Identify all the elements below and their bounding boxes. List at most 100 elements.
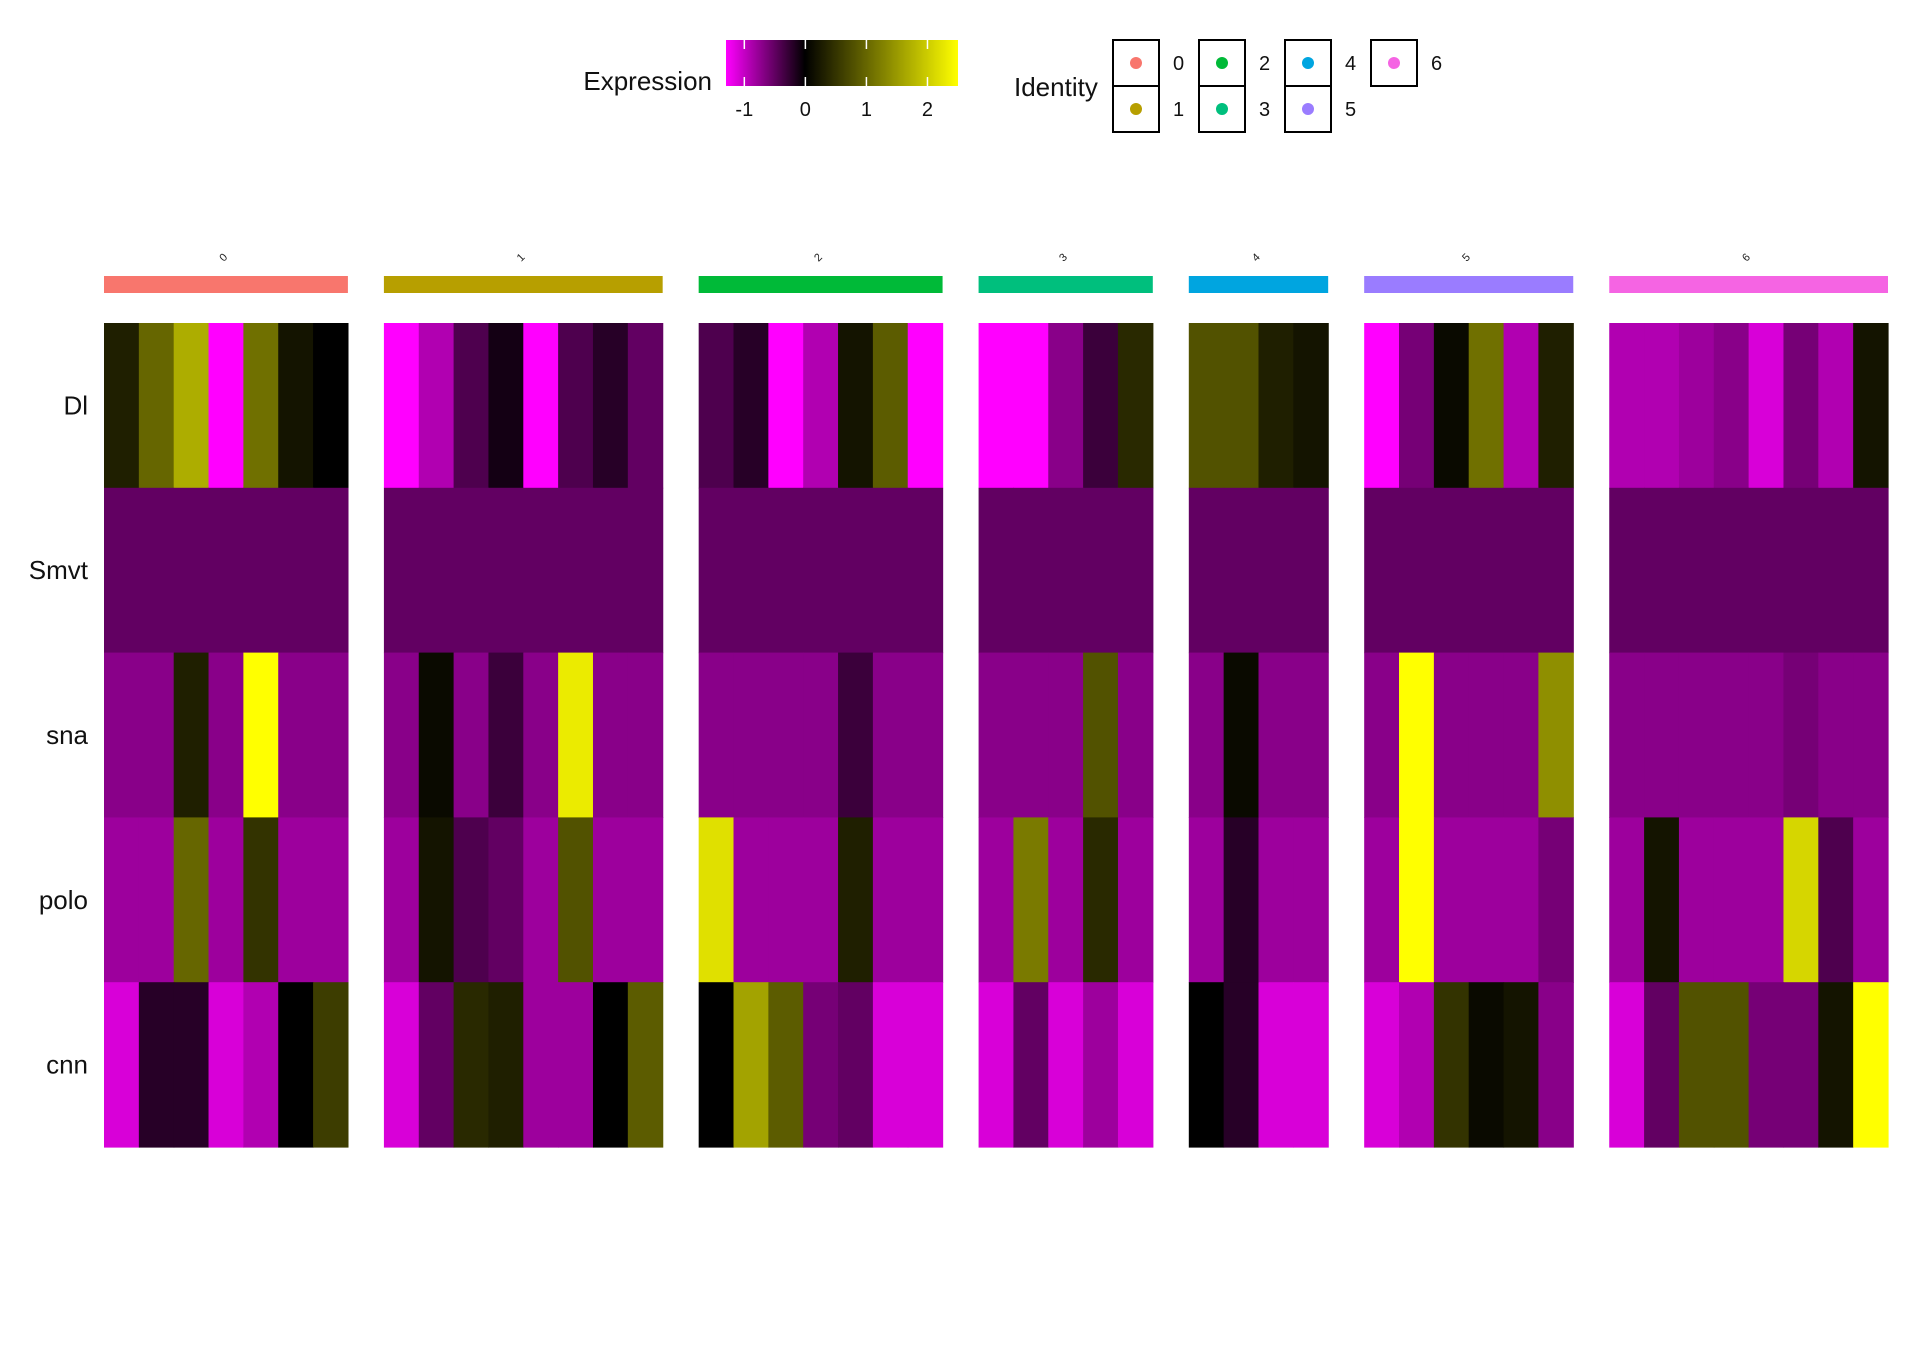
heatmap-cell — [1538, 652, 1574, 818]
heatmap-cell — [592, 817, 629, 983]
heatmap-cell — [1188, 652, 1225, 818]
heatmap-cell — [803, 652, 839, 818]
heatmap-cell — [1048, 817, 1084, 983]
heatmap-cell — [872, 487, 909, 654]
heatmap-cell — [1818, 982, 1854, 1148]
heatmap-cell — [1503, 652, 1539, 818]
identity-key-label-4: 4 — [1345, 53, 1356, 75]
heatmap-cell — [733, 817, 769, 983]
heatmap-cell — [1364, 487, 1400, 654]
heatmap-cell — [1644, 817, 1680, 983]
heatmap-cell — [208, 817, 244, 983]
heatmap-cell — [418, 652, 455, 818]
heatmap-cell — [627, 652, 664, 818]
heatmap-cell — [907, 487, 944, 654]
heatmap-cell — [1048, 323, 1084, 489]
heatmap-cell — [1678, 982, 1715, 1148]
heatmap-cell — [138, 817, 175, 983]
gene-label-sna: sna — [46, 720, 88, 750]
heatmap-cell — [1503, 982, 1539, 1148]
heatmap-cell — [1188, 817, 1225, 983]
heatmap-cell — [1013, 652, 1049, 818]
heatmap-cell — [104, 323, 140, 489]
heatmap-cell — [838, 323, 874, 489]
heatmap-cell — [418, 323, 455, 489]
heatmap-cell — [1013, 817, 1049, 983]
identity-key-dot-6 — [1388, 57, 1400, 69]
heatmap-cell — [1468, 652, 1505, 818]
identity-key-box-3 — [1198, 85, 1246, 133]
heatmap-cell — [803, 487, 839, 654]
heatmap-cell — [838, 817, 874, 983]
heatmap-cell — [1468, 982, 1505, 1148]
heatmap-cell — [733, 487, 769, 654]
group-3-label: 3 — [1057, 251, 1070, 264]
heatmap-cell — [418, 982, 455, 1148]
heatmap-groups: 0 1 2 3 4 5 6 — [104, 251, 1889, 1148]
heatmap-cell — [313, 652, 349, 818]
heatmap-cell — [453, 323, 490, 489]
heatmap-cell — [978, 817, 1015, 983]
group-2-label: 2 — [812, 251, 825, 264]
heatmap-cell — [418, 487, 455, 654]
heatmap-cell — [104, 652, 140, 818]
heatmap-cell — [1609, 487, 1645, 654]
heatmap-cell — [698, 487, 735, 654]
heatmap-cell — [1188, 323, 1225, 489]
heatmap-cell — [243, 323, 279, 489]
identity-key-label-0: 0 — [1173, 53, 1184, 75]
heatmap-cell — [488, 652, 524, 818]
heatmap-cell — [1083, 982, 1119, 1148]
identity-key-label-6: 6 — [1431, 53, 1442, 75]
heatmap-cell — [1678, 323, 1715, 489]
heatmap-cell — [1609, 323, 1645, 489]
heatmap-cell — [1748, 817, 1785, 983]
heatmap-cell — [1117, 652, 1154, 818]
heatmap-cell — [383, 487, 420, 654]
heatmap-cell — [1083, 487, 1119, 654]
heatmap-cell — [1748, 323, 1785, 489]
heatmap-cell — [803, 323, 839, 489]
group-1-label: 1 — [515, 251, 528, 264]
group-panel-6: 6 — [1609, 251, 1889, 1148]
heatmap-cell — [1818, 487, 1854, 654]
heatmap-cell — [1538, 323, 1574, 489]
heatmap-cell — [1433, 487, 1470, 654]
group-4-color-bar — [1188, 276, 1329, 293]
heatmap-cell — [1853, 982, 1889, 1148]
heatmap-cell — [453, 982, 490, 1148]
heatmap-cell — [1644, 652, 1680, 818]
heatmap-cell — [453, 817, 490, 983]
heatmap-cell — [907, 982, 944, 1148]
colorbar-tick-label: -1 — [735, 99, 753, 121]
identity-key-label-1: 1 — [1173, 99, 1184, 121]
heatmap-cell — [243, 817, 279, 983]
heatmap-cell — [278, 982, 314, 1148]
heatmap-cell — [1258, 323, 1294, 489]
heatmap-cell — [558, 323, 594, 489]
heatmap-cell — [1818, 652, 1854, 818]
expression-colorbar-legend: Expression -1 0 1 2 — [583, 40, 958, 121]
heatmap-cell — [453, 487, 490, 654]
identity-key-label-5: 5 — [1345, 99, 1356, 121]
heatmap-cell — [1013, 982, 1049, 1148]
heatmap-cell — [1783, 652, 1819, 818]
heatmap-cell — [488, 487, 524, 654]
heatmap-cell — [488, 982, 524, 1148]
heatmap-cell — [1468, 817, 1505, 983]
heatmap-cell — [1538, 817, 1574, 983]
colorbar-tick-label: 1 — [861, 99, 872, 121]
heatmap-cell — [1223, 817, 1260, 983]
heatmap-cell — [1748, 652, 1785, 818]
heatmap-cell — [1188, 487, 1225, 654]
heatmap-cell — [1293, 817, 1329, 983]
heatmap-cell — [1293, 652, 1329, 818]
heatmap-cell — [1503, 487, 1539, 654]
heatmap-cell — [313, 817, 349, 983]
heatmap-cell — [1713, 817, 1750, 983]
heatmap-cell — [698, 817, 735, 983]
heatmap-cell — [138, 652, 175, 818]
heatmap-cell — [1748, 982, 1785, 1148]
heatmap-cell — [1223, 487, 1260, 654]
